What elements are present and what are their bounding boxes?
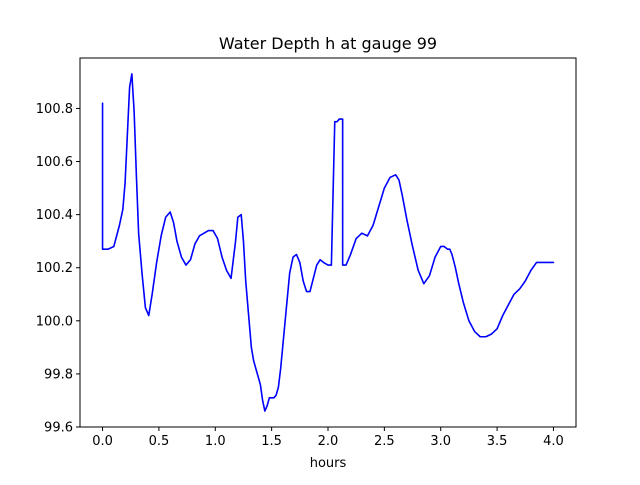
x-tick-label: 3.5: [487, 434, 508, 449]
x-tick-label: 3.0: [430, 434, 451, 449]
x-tick-label: 2.5: [374, 434, 395, 449]
y-tick-label: 100.4: [36, 208, 73, 223]
y-tick-label: 100.2: [36, 261, 73, 276]
series-line-0: [101, 73, 555, 412]
y-tick-label: 100.8: [36, 102, 73, 117]
x-tick-label: 2.0: [318, 434, 339, 449]
x-tick-label: 0.0: [92, 434, 113, 449]
y-tick-label: 100.0: [36, 314, 73, 329]
y-tick-label: 99.8: [44, 367, 73, 382]
x-tick-label: 4.0: [543, 434, 564, 449]
axes: 0.0 0.5 1.0 1.5 2.0 2.5 3.0 3.5 4.0 99.6 99.8 100.0…: [36, 57, 577, 449]
x-axis-label: hours: [310, 456, 347, 471]
y-tick-label: 100.6: [36, 155, 73, 170]
plot-area: [101, 73, 555, 412]
x-tick-label: 1.0: [205, 434, 226, 449]
y-tick-label: 99.6: [44, 421, 73, 436]
x-tick-label: 0.5: [149, 434, 170, 449]
x-tick-label: 1.5: [261, 434, 282, 449]
chart-title: Water Depth h at gauge 99: [219, 34, 437, 53]
